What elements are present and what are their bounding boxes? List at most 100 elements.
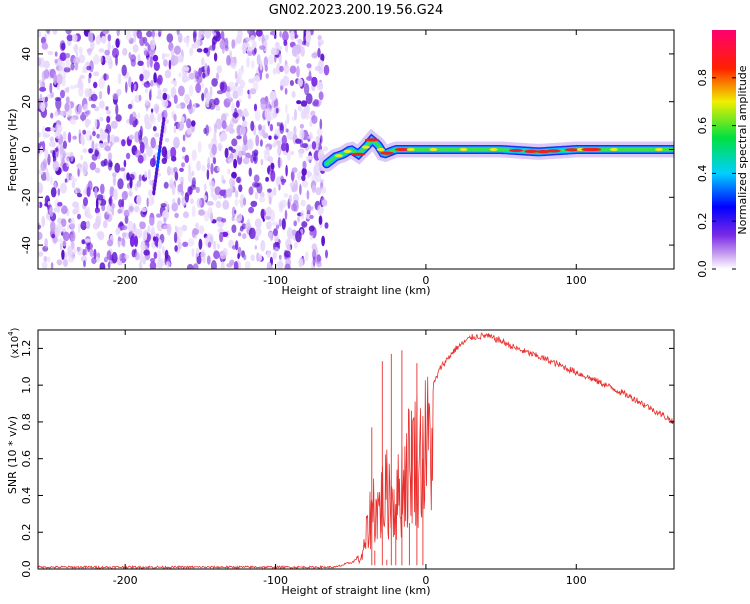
spectrogram-noise-dot	[83, 197, 88, 207]
spectrogram-noise-dot	[178, 85, 185, 97]
spectrogram-noise-dot	[187, 172, 193, 183]
spectrogram-noise-dot	[50, 220, 56, 233]
spectrogram-noise-dot	[65, 30, 72, 35]
spectrogram-noise-dot	[80, 154, 83, 161]
spectrogram-noise-dot	[305, 31, 312, 43]
spectrogram-noise-dot	[111, 251, 118, 264]
spectrogram-noise-dot	[94, 187, 98, 199]
spectrogram-noise-dot	[290, 150, 294, 156]
spectrogram-noise-dot	[196, 160, 201, 172]
spectrogram-y-label: Frequency (Hz)	[6, 109, 19, 192]
spectrogram-noise-dot	[203, 195, 207, 201]
spectrogram-noise-dot	[112, 92, 119, 100]
spectrogram-noise-dot	[70, 175, 75, 181]
spectrogram-noise-dot	[268, 231, 273, 239]
spectrogram-noise-dot	[146, 146, 153, 157]
spectrogram-noise-dot	[312, 249, 317, 260]
spectrogram-noise-dot	[130, 59, 136, 67]
spectrogram-noise-dot	[119, 254, 122, 260]
spectrogram-noise-dot	[89, 161, 97, 171]
ridge-hot-spot	[361, 145, 370, 149]
spectrogram-noise-dot	[294, 30, 297, 40]
spectrogram-noise-dot	[231, 138, 238, 147]
y-tick-label: 0.4	[20, 487, 33, 505]
spectrogram-noise-dot	[296, 171, 303, 181]
spectrogram-noise-dot	[139, 141, 145, 154]
spectrogram-noise-dot	[289, 80, 294, 86]
spectrogram-noise-dot	[284, 120, 287, 133]
spectrogram-noise-dot	[149, 217, 155, 226]
spectrogram-noise-dot	[126, 119, 131, 124]
spectrogram-noise-dot	[147, 225, 151, 234]
spectrogram-noise-dot	[173, 113, 177, 122]
spectrogram-noise-dot	[186, 127, 192, 135]
colorbar-tick-label: 0.0	[696, 260, 709, 278]
spectrogram-noise-dot	[54, 59, 58, 64]
spectrogram-noise-dot	[278, 255, 282, 264]
y-tick-label: 1.2	[20, 340, 33, 358]
spectrogram-noise-dot	[53, 73, 58, 86]
spectrogram-noise-dot	[318, 99, 322, 106]
spectrogram-noise-dot	[133, 235, 139, 248]
colorbar-tick-label: 0.4	[696, 165, 709, 183]
spectrogram-noise-dot	[52, 150, 56, 159]
spectrogram-noise-dot	[248, 206, 255, 214]
spectrogram-noise-dot	[74, 62, 79, 71]
spectrogram-noise-dot	[317, 47, 321, 58]
spectrogram-noise-dot	[71, 241, 75, 250]
spectrogram-noise-dot	[86, 65, 92, 71]
spectrogram-noise-dot	[136, 180, 142, 188]
spectrogram-noise-dot	[311, 243, 317, 251]
spectrogram-noise-dot	[86, 186, 91, 198]
spectrogram-noise-dot	[87, 30, 94, 43]
x-tick-label: 0	[422, 274, 429, 287]
spectrogram-noise-dot	[189, 47, 194, 56]
spectrogram-noise-dot	[170, 80, 176, 85]
spectrogram-noise-dot	[249, 88, 257, 95]
spectrogram-noise-dot	[221, 218, 227, 223]
spectrogram-noise-dot	[235, 240, 239, 251]
spectrogram-noise-dot	[41, 70, 47, 82]
spectrogram-noise-dot	[247, 89, 250, 95]
spectrogram-noise-dot	[237, 68, 245, 75]
spectrogram-noise-dot	[242, 145, 246, 155]
spectrogram-noise-dot	[220, 261, 225, 269]
spectrogram-noise-dot	[318, 215, 323, 225]
spectrogram-noise-dot	[63, 66, 71, 73]
spectrogram-noise-dot	[316, 254, 321, 263]
spectrogram-noise-dot	[213, 250, 220, 260]
spectrogram-noise-dot	[242, 197, 247, 206]
spectrogram-noise-dot	[106, 250, 112, 261]
spectrogram-noise-dot	[49, 136, 54, 143]
svg-text:(x104): (x104)	[7, 327, 21, 358]
spectrogram-noise-dot	[181, 146, 186, 153]
spectrogram-noise-dot	[38, 182, 44, 194]
spectrogram-noise-dot	[311, 76, 318, 87]
spectrogram-noise-dot	[299, 123, 304, 129]
spectrogram-noise-dot	[152, 126, 157, 132]
spectrogram-noise-dot	[265, 176, 269, 182]
spectrogram-noise-dot	[46, 30, 51, 35]
spectrogram-noise-dot	[177, 241, 182, 250]
spectrogram-noise-dot	[56, 238, 63, 243]
snr-panel: -200 -100 0 100 0.0 0.2 0.4 0.6 0.8 1.0 1.2 Heigh…	[6, 327, 675, 597]
spectrogram-noise-dot	[103, 73, 107, 81]
spectrogram-noise-dot	[251, 60, 255, 69]
spectrogram-noise-dot	[66, 157, 70, 168]
spectrogram-noise-dot	[268, 54, 274, 65]
spectrogram-noise-dot	[297, 105, 303, 112]
spectrogram-noise-dot	[148, 189, 153, 197]
spectrogram-noise-dot	[207, 241, 212, 248]
spectrogram-noise-dot	[231, 224, 237, 233]
spectrogram-noise-dot	[306, 190, 310, 200]
spectrogram-noise-dot	[174, 212, 179, 219]
spectrogram-noise-dot	[127, 103, 133, 110]
spectrogram-noise-dot	[315, 187, 322, 196]
ridge-hot-spot	[587, 147, 602, 152]
spectrogram-noise-dot	[95, 142, 98, 150]
spectrogram-noise-dot	[310, 110, 316, 117]
y-tick-label: -40	[20, 236, 33, 254]
spectrogram-noise-dot	[315, 161, 320, 167]
spectrogram-noise-dot	[201, 82, 205, 89]
spectrogram-noise-dot	[74, 104, 82, 115]
